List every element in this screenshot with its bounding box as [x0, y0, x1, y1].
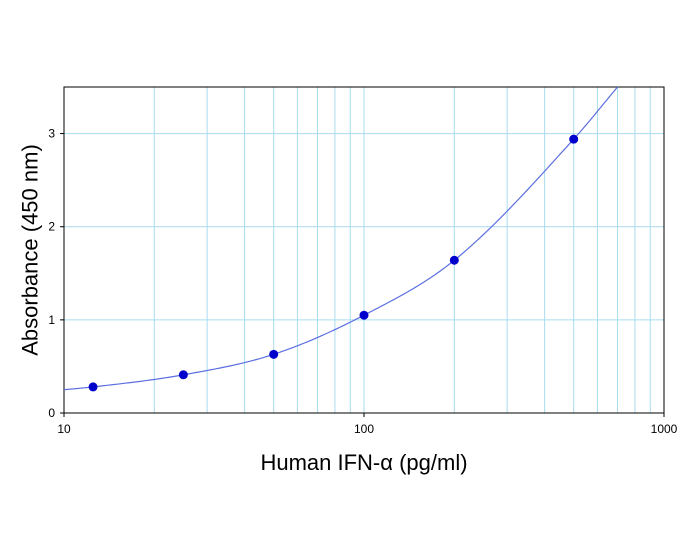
data-point	[569, 134, 579, 144]
axis-ticks: 10 100 1000 0 1 2 3	[48, 127, 677, 436]
data-point	[269, 349, 279, 359]
y-tick-label: 2	[48, 220, 55, 234]
x-tick-label: 1000	[651, 422, 678, 436]
y-tick-label: 1	[48, 313, 55, 327]
y-axis-title: Absorbance (450 nm)	[18, 144, 43, 356]
fit-curve	[63, 86, 618, 391]
data-point	[359, 310, 369, 320]
x-tick-label: 10	[57, 422, 71, 436]
y-tick-label: 0	[48, 406, 55, 420]
data-point	[449, 255, 459, 265]
grid-lines	[64, 87, 664, 413]
y-tick-label: 3	[48, 127, 55, 141]
data-point	[88, 382, 98, 392]
data-point	[178, 370, 188, 380]
x-tick-label: 100	[354, 422, 374, 436]
data-points	[88, 134, 579, 392]
x-axis-title: Human IFN-α (pg/ml)	[260, 450, 467, 475]
